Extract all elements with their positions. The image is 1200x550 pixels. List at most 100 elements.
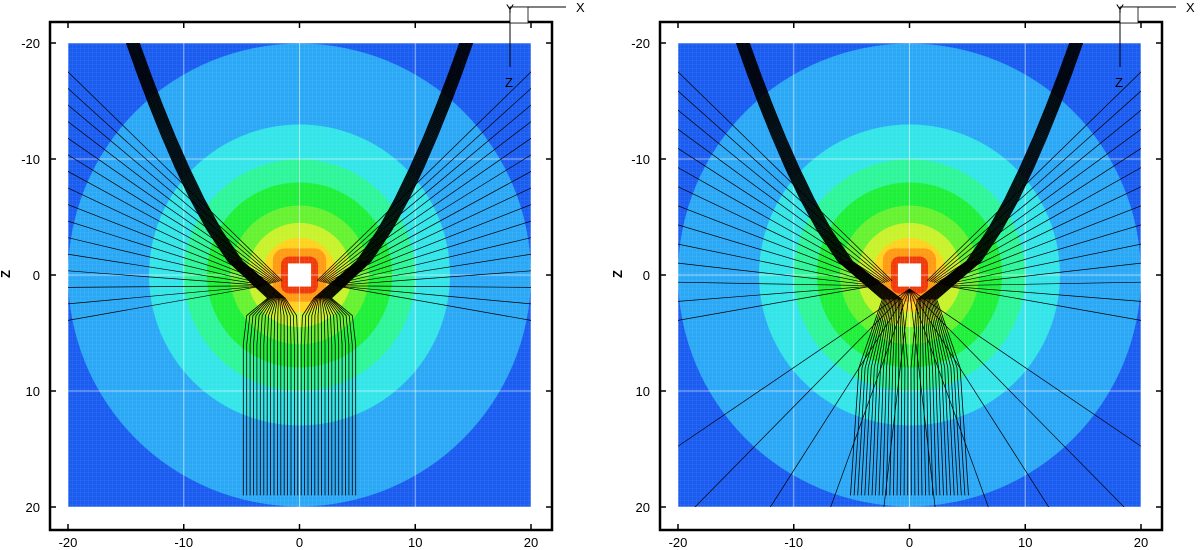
- streamline: [747, 43, 903, 496]
- streamline: [325, 171, 531, 284]
- streamline: [326, 43, 470, 496]
- streamline: [678, 205, 880, 285]
- y-tick-label: 0: [643, 268, 650, 283]
- streamline: [327, 187, 531, 284]
- streamline: [328, 43, 472, 496]
- streamline: [942, 243, 1141, 286]
- streamline: [744, 43, 896, 496]
- streamline: [930, 43, 1079, 496]
- triad-box: [509, 6, 529, 24]
- streamline: [916, 43, 1072, 496]
- streamline: [933, 43, 1082, 496]
- right-plot-panel: -20 -10 0 10 20 -20 -10 0 10 20 Z Y X Z: [610, 0, 1195, 550]
- x-tick-label: 0: [906, 535, 913, 550]
- streamline: [321, 121, 531, 283]
- streamline: [740, 43, 889, 496]
- streamline: [327, 43, 471, 496]
- streamline: [741, 43, 892, 496]
- y-tick-label: 10: [636, 384, 650, 399]
- streamline: [678, 167, 884, 284]
- x-tick-label: 10: [408, 535, 422, 550]
- streamline: [329, 43, 473, 496]
- streamline: [745, 43, 898, 496]
- streamline: [68, 71, 283, 282]
- streamline: [678, 186, 882, 284]
- streamline: [134, 43, 282, 496]
- streamline: [68, 104, 280, 282]
- streamline: [678, 288, 910, 447]
- streamline: [68, 253, 266, 286]
- streamline: [738, 43, 887, 496]
- triad-x-label: X: [576, 0, 585, 15]
- streamline: [307, 43, 462, 496]
- y-axis-ticks: -20 -10 0 10 20: [631, 36, 1162, 515]
- streamline: [941, 224, 1141, 285]
- streamline: [923, 43, 1075, 496]
- plot-frame: [48, 20, 554, 532]
- triad-x-label: X: [1186, 0, 1195, 15]
- streamline: [928, 90, 1141, 282]
- x-tick-label: -10: [784, 535, 803, 550]
- streamline: [132, 43, 277, 496]
- x-tick-label: -20: [669, 535, 688, 550]
- streamline: [746, 43, 900, 496]
- streamline: [748, 43, 906, 496]
- streamline: [737, 43, 886, 496]
- streamline: [68, 121, 278, 283]
- streamline: [319, 104, 531, 282]
- streamline: [68, 237, 267, 286]
- plot-area: [677, 42, 1142, 508]
- streamline: [130, 43, 274, 496]
- streamline: [926, 43, 1077, 496]
- y-tick-label: 0: [33, 268, 40, 283]
- triad-box: [1119, 6, 1139, 24]
- streamline: [128, 43, 272, 496]
- streamline: [678, 90, 891, 282]
- y-tick-label: 20: [636, 500, 650, 515]
- streamline: [68, 87, 281, 282]
- streamline: [928, 43, 1079, 496]
- streamline: [678, 285, 871, 302]
- streamlines: [68, 43, 531, 496]
- streamline: [68, 285, 263, 288]
- streamline: [749, 43, 909, 496]
- axis-triad: Y X Z: [1115, 0, 1195, 90]
- streamline: [735, 43, 883, 496]
- center-hole: [897, 263, 922, 287]
- streamline: [329, 204, 531, 285]
- streamline: [922, 43, 1075, 496]
- streamline: [68, 270, 264, 286]
- y-tick-label: 20: [26, 500, 40, 515]
- streamline: [883, 288, 910, 507]
- triad-y-label: Y: [1116, 2, 1124, 16]
- streamline: [678, 71, 893, 282]
- streamline: [694, 288, 910, 507]
- streamline: [830, 288, 910, 507]
- streamline: [909, 288, 936, 507]
- y-tick-label: 10: [26, 384, 40, 399]
- streamline: [126, 43, 270, 496]
- streamline: [316, 71, 531, 282]
- streamline: [909, 288, 1141, 447]
- streamline: [739, 43, 888, 496]
- streamline: [339, 286, 531, 321]
- streamline: [931, 128, 1141, 283]
- triad-z-label: Z: [1115, 75, 1123, 90]
- streamline: [332, 237, 531, 286]
- streamline: [127, 43, 271, 496]
- left-plot-panel: -20 -10 0 10 20 -20 -10 0 10 20 Z Y X Z: [0, 0, 585, 550]
- streamline: [909, 288, 1049, 507]
- streamline: [130, 43, 275, 496]
- y-tick-label: -20: [631, 36, 650, 51]
- streamline: [330, 220, 531, 285]
- gridlines: [677, 42, 1142, 508]
- triad-y-label: Y: [506, 2, 514, 16]
- streamline: [930, 109, 1141, 282]
- streamline: [678, 281, 873, 287]
- axis-triad: Y X Z: [505, 0, 585, 90]
- y-tick-label: -20: [21, 36, 40, 51]
- streamline: [932, 43, 1081, 496]
- streamline: [921, 43, 1074, 496]
- streamline: [678, 109, 889, 282]
- streamline: [740, 43, 891, 496]
